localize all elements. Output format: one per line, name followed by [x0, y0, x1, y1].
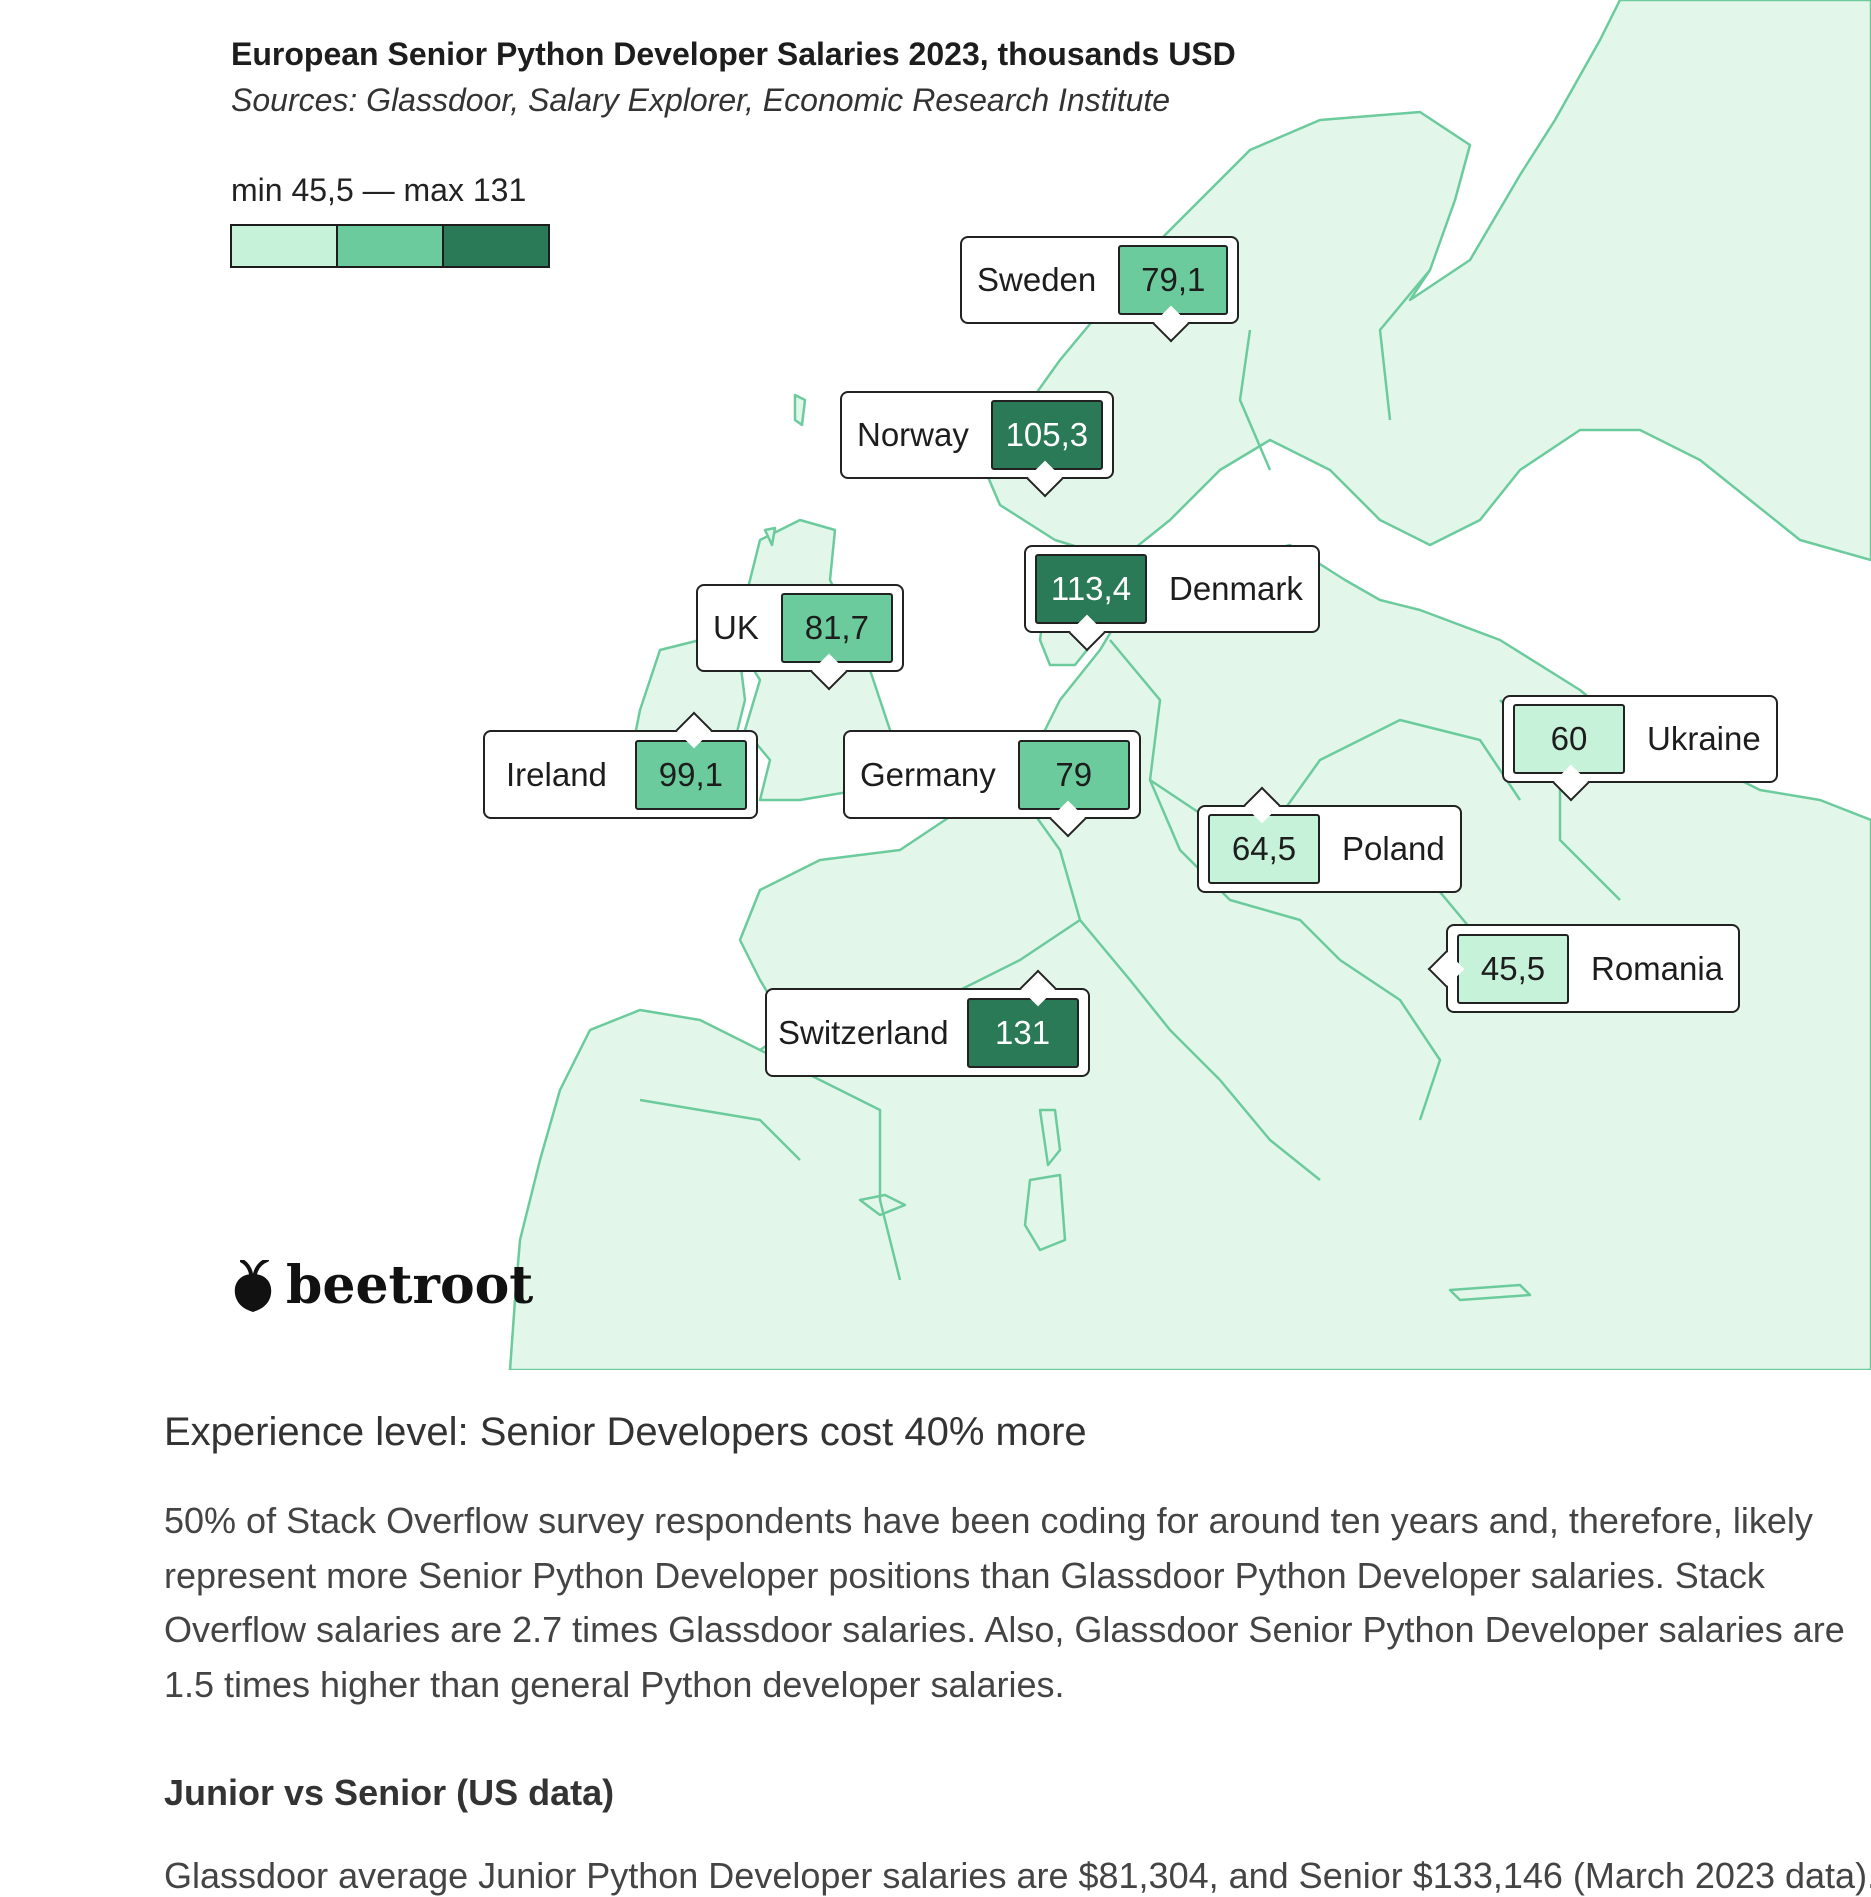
- border-line-5: [1339, 958, 1442, 1121]
- legend-label: min 45,5 — max 131: [231, 172, 527, 208]
- country-name: UK: [713, 609, 759, 646]
- article-heading: Experience level: Senior Developers cost…: [164, 1410, 1087, 1454]
- beetroot-logo: beetroot: [230, 1255, 533, 1316]
- callout-romania: 45,5 Romania: [1427, 924, 1741, 1013]
- salary-map: European Senior Python Developer Salarie…: [230, 0, 1871, 1370]
- callout-denmark: 113,4 Denmark: [1024, 545, 1320, 652]
- border-line-3: [1148, 779, 1341, 961]
- corsica-sardinia: [1023, 1108, 1067, 1252]
- islands-north: [763, 393, 807, 547]
- border-line-11: [1219, 1079, 1321, 1181]
- country-name: Ukraine: [1647, 720, 1761, 757]
- country-name: Denmark: [1169, 570, 1303, 607]
- country-value: 99,1: [634, 739, 747, 810]
- country-name: Norway: [857, 416, 969, 453]
- crete-island: [1448, 1283, 1532, 1302]
- country-value: 131: [966, 997, 1079, 1068]
- article-subheading: Junior vs Senior (US data): [164, 1772, 615, 1813]
- callout-ireland: Ireland 99,1: [483, 711, 758, 819]
- callout-uk: UK 81,7: [696, 584, 904, 691]
- logo-text: beetroot: [286, 1255, 534, 1316]
- border-line-10: [639, 1098, 801, 1161]
- map-subtitle: Sources: Glassdoor, Salary Explorer, Eco…: [231, 82, 1171, 118]
- callout-switzerland: Switzerland 131: [765, 969, 1090, 1077]
- callout-norway: Norway 105,3: [840, 391, 1114, 498]
- country-name: Switzerland: [778, 1013, 949, 1051]
- callout-poland: 64,5 Poland: [1197, 786, 1462, 893]
- country-value: 79,1: [1118, 245, 1229, 315]
- country-value: 60: [1513, 704, 1625, 774]
- country-name: Sweden: [977, 261, 1097, 298]
- legend-swatch-high: [442, 226, 548, 266]
- country-name: Poland: [1342, 830, 1445, 867]
- legend-color-scale: [230, 224, 550, 268]
- country-value: 81,7: [780, 593, 893, 663]
- legend-swatch-low: [232, 226, 336, 266]
- country-value: 105,3: [990, 400, 1103, 470]
- legend-swatch-mid: [336, 226, 442, 266]
- border-line-12: [1238, 329, 1272, 471]
- callout-germany: Germany 79: [843, 730, 1141, 838]
- country-value: 45,5: [1457, 933, 1569, 1004]
- country-value: 64,5: [1208, 814, 1320, 884]
- article-paragraph: 50% of Stack Overflow survey respondents…: [164, 1500, 1845, 1705]
- border-line-13: [1378, 269, 1431, 421]
- border-line-6: [1079, 919, 1221, 1081]
- map-title: European Senior Python Developer Salarie…: [231, 36, 1236, 72]
- country-name: Germany: [860, 755, 996, 793]
- country-value: 79: [1017, 739, 1130, 810]
- callout-sweden: Sweden 79,1: [960, 236, 1240, 343]
- country-name: Romania: [1591, 949, 1724, 987]
- country-value: 113,4: [1035, 554, 1147, 624]
- callout-ukraine: 60 Ukraine: [1502, 695, 1778, 802]
- country-name: Ireland: [506, 755, 607, 793]
- border-line-7: [1268, 718, 1522, 831]
- article-paragraph-2: Glassdoor average Junior Python Develope…: [164, 1855, 1871, 1896]
- beet-icon: [234, 1259, 272, 1312]
